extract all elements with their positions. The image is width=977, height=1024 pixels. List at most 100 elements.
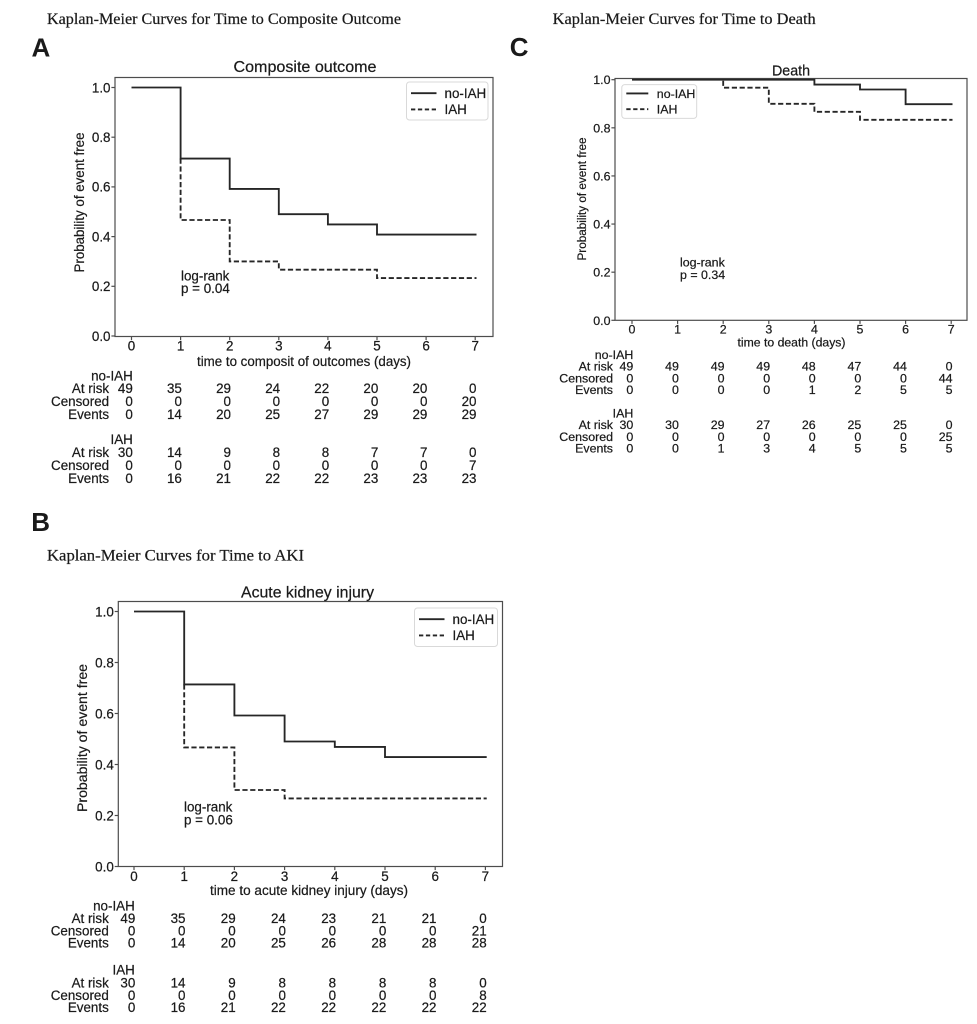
svg-text:49: 49 (711, 360, 725, 374)
svg-text:0: 0 (479, 975, 486, 990)
svg-text:0: 0 (629, 322, 636, 336)
svg-text:16: 16 (167, 471, 182, 486)
svg-text:0: 0 (371, 458, 378, 473)
svg-text:IAH: IAH (445, 102, 467, 117)
svg-text:26: 26 (321, 936, 336, 951)
svg-text:23: 23 (412, 471, 427, 486)
svg-text:0: 0 (763, 383, 770, 397)
svg-text:24: 24 (271, 911, 286, 926)
svg-text:27: 27 (756, 418, 770, 432)
svg-text:5: 5 (900, 383, 907, 397)
svg-text:3: 3 (275, 339, 282, 354)
svg-text:0: 0 (174, 458, 181, 473)
svg-text:0: 0 (224, 458, 231, 473)
svg-text:20: 20 (363, 381, 378, 396)
svg-text:5: 5 (946, 442, 953, 456)
svg-text:20: 20 (412, 381, 427, 396)
svg-text:0: 0 (322, 394, 329, 409)
svg-text:0: 0 (125, 471, 132, 486)
svg-text:0: 0 (273, 458, 280, 473)
svg-text:A: A (32, 33, 51, 63)
svg-text:1.0: 1.0 (593, 73, 610, 87)
svg-text:8: 8 (379, 975, 386, 990)
svg-text:7: 7 (948, 322, 955, 336)
svg-text:21: 21 (472, 923, 487, 938)
svg-text:27: 27 (314, 407, 329, 422)
svg-text:25: 25 (939, 430, 953, 444)
svg-text:8: 8 (278, 975, 285, 990)
svg-text:9: 9 (228, 975, 235, 990)
svg-text:4: 4 (324, 339, 332, 354)
svg-text:IAH: IAH (112, 963, 134, 978)
svg-text:44: 44 (939, 372, 953, 386)
svg-text:no-IAH: no-IAH (595, 348, 634, 362)
svg-text:0.0: 0.0 (95, 859, 114, 874)
svg-text:29: 29 (221, 911, 236, 926)
svg-text:0: 0 (379, 988, 386, 1003)
svg-text:Events: Events (68, 407, 109, 422)
svg-text:23: 23 (363, 471, 378, 486)
svg-text:22: 22 (321, 1000, 336, 1015)
svg-text:7: 7 (471, 339, 478, 354)
svg-text:0: 0 (420, 394, 427, 409)
svg-text:0: 0 (672, 442, 679, 456)
svg-text:47: 47 (848, 360, 862, 374)
svg-text:49: 49 (120, 911, 135, 926)
svg-text:0.8: 0.8 (92, 130, 111, 145)
svg-text:0: 0 (854, 372, 861, 386)
svg-text:Censored: Censored (51, 923, 109, 938)
svg-text:Acute kidney injury: Acute kidney injury (241, 585, 374, 602)
svg-text:20: 20 (462, 394, 477, 409)
svg-text:21: 21 (221, 1000, 236, 1015)
svg-text:4: 4 (809, 442, 816, 456)
svg-text:4: 4 (331, 869, 339, 884)
svg-text:0.6: 0.6 (593, 169, 610, 183)
svg-text:0: 0 (125, 458, 132, 473)
svg-text:0: 0 (626, 442, 633, 456)
svg-text:25: 25 (271, 936, 286, 951)
svg-text:0: 0 (128, 936, 135, 951)
svg-text:25: 25 (848, 418, 862, 432)
svg-text:0: 0 (128, 339, 135, 354)
svg-text:20: 20 (221, 936, 236, 951)
svg-text:0: 0 (718, 430, 725, 444)
svg-text:35: 35 (171, 911, 186, 926)
svg-text:22: 22 (371, 1000, 386, 1015)
svg-text:26: 26 (802, 418, 816, 432)
svg-text:no-IAH: no-IAH (93, 899, 135, 914)
svg-text:Events: Events (68, 471, 109, 486)
svg-text:At risk: At risk (72, 975, 110, 990)
svg-text:0: 0 (429, 923, 436, 938)
svg-text:29: 29 (462, 407, 477, 422)
svg-text:6: 6 (422, 339, 429, 354)
svg-text:time to composit of outcomes (: time to composit of outcomes (days) (197, 354, 411, 369)
svg-text:25: 25 (893, 418, 907, 432)
svg-text:22: 22 (314, 381, 329, 396)
svg-text:0: 0 (278, 988, 285, 1003)
svg-text:0: 0 (128, 923, 135, 938)
svg-text:0: 0 (469, 445, 476, 460)
svg-text:49: 49 (118, 381, 133, 396)
svg-text:23: 23 (321, 911, 336, 926)
svg-text:5: 5 (946, 383, 953, 397)
svg-text:0: 0 (278, 923, 285, 938)
svg-text:0: 0 (763, 372, 770, 386)
svg-text:0: 0 (224, 394, 231, 409)
svg-text:21: 21 (371, 911, 386, 926)
svg-text:0: 0 (329, 988, 336, 1003)
svg-text:0: 0 (946, 418, 953, 432)
svg-text:0.4: 0.4 (92, 229, 111, 244)
svg-text:3: 3 (763, 442, 770, 456)
svg-text:0: 0 (809, 372, 816, 386)
svg-text:no-IAH: no-IAH (91, 369, 133, 384)
svg-text:49: 49 (665, 360, 679, 374)
svg-text:28: 28 (422, 936, 437, 951)
svg-text:Kaplan-Meier Curves for Time t: Kaplan-Meier Curves for Time to AKI (47, 547, 304, 564)
svg-text:21: 21 (216, 471, 231, 486)
svg-text:1.0: 1.0 (92, 80, 111, 95)
svg-text:0: 0 (626, 430, 633, 444)
svg-text:0: 0 (626, 372, 633, 386)
svg-text:Probability of event free: Probability of event free (72, 133, 87, 273)
svg-text:0: 0 (672, 372, 679, 386)
svg-text:At risk: At risk (72, 445, 110, 460)
